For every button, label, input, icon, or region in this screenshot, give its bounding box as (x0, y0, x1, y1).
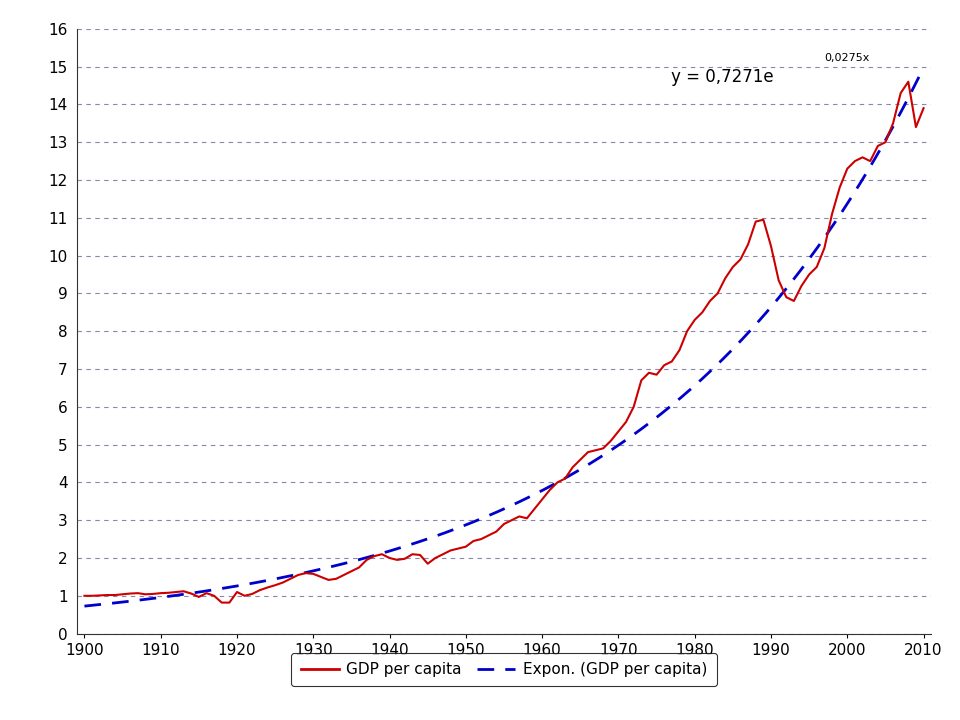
Text: y = 0,7271e: y = 0,7271e (671, 68, 773, 86)
Legend: GDP per capita, Expon. (GDP per capita): GDP per capita, Expon. (GDP per capita) (292, 653, 716, 686)
Text: 0,0275x: 0,0275x (825, 53, 870, 63)
